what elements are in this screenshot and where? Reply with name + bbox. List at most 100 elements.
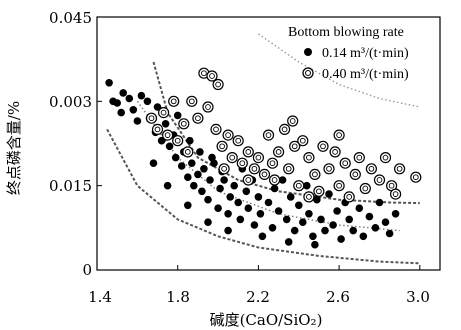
point-s0-87 [311,240,319,249]
point-s0-77 [371,224,380,232]
point-s1-52 [266,157,279,169]
point-s0-82 [204,218,212,226]
point-s0-83 [224,226,232,235]
point-s1-27 [283,163,295,175]
point-s1-13 [212,78,224,91]
point-s1-1 [151,123,164,135]
point-s0-70 [337,235,345,243]
point-s1-17 [232,135,244,147]
plot-frame [96,16,441,271]
legend-marker-open-inner [305,70,311,76]
point-s1-5 [172,135,184,147]
point-s0-30 [206,176,214,184]
point-s0-33 [214,204,222,212]
y-tick-label-2: 0.003 [49,93,92,111]
point-s1-39 [343,191,355,203]
point-s0-45 [244,204,253,212]
point-s1-6 [178,118,190,130]
point-s1-16 [226,152,238,164]
y-tick-label-3: 0.045 [49,9,92,27]
point-s0-24 [190,181,198,190]
point-s1-37 [333,180,345,192]
point-s1-31 [303,152,315,164]
x-axis-ticks [96,265,421,270]
legend-marker-open [302,67,314,79]
point-s1-21 [252,152,264,164]
point-s1-29 [293,180,305,192]
point-s0-8 [137,91,146,100]
point-s1-44 [373,174,386,186]
point-s1-26 [279,123,291,135]
point-s1-10 [202,101,214,113]
y-tick-label-0: 0 [82,261,92,279]
point-s0-53 [270,184,279,193]
point-s0-52 [268,224,277,232]
point-s0-75 [359,232,368,241]
point-s1-8 [192,112,204,124]
legend-marker-filled [304,48,312,56]
point-s1-53 [303,191,315,203]
point-s0-3 [117,108,125,117]
point-s0-61 [303,181,311,190]
point-s1-51 [218,163,230,175]
point-s0-74 [355,204,364,212]
point-s0-25 [194,170,202,179]
point-s0-27 [198,187,206,196]
point-s1-18 [236,157,248,169]
point-s0-44 [242,187,251,196]
point-s0-88 [163,181,172,190]
point-s0-4 [119,89,127,97]
point-s0-2 [113,99,121,107]
point-s1-7 [186,95,198,107]
point-s1-38 [339,157,351,169]
point-s1-49 [390,188,402,200]
point-s0-72 [345,215,354,224]
point-s0-28 [200,165,208,173]
point-s0-49 [256,210,265,218]
point-s0-76 [365,212,374,221]
point-s0-22 [186,136,194,145]
point-s1-50 [242,174,254,186]
legend: Bottom blowing rate 0.14 m³/(t·min) 0.40… [288,25,409,82]
point-s1-22 [258,168,271,180]
point-s0-0 [105,79,113,87]
point-s1-14 [216,140,228,152]
point-s0-84 [184,201,192,210]
point-s0-51 [264,198,273,207]
point-s1-54 [182,146,194,158]
point-s0-48 [254,193,263,201]
y-axis-title: 终点磷含量/% [5,101,23,195]
point-s0-14 [161,120,170,128]
point-s0-69 [333,207,341,215]
point-s1-47 [394,163,406,175]
point-s0-37 [224,210,232,218]
point-s1-34 [317,140,329,152]
point-s0-79 [381,218,390,226]
point-s0-73 [349,226,358,235]
point-s0-64 [313,195,321,204]
point-s1-4 [168,95,180,107]
point-s0-67 [325,190,333,198]
point-s0-41 [234,198,242,207]
x-tick-label-4: 3.0 [406,288,430,306]
point-s1-15 [222,129,234,141]
legend-label-0: 0.14 m³/(t·min) [322,46,409,61]
point-s1-41 [353,152,365,164]
x-tick-label-1: 1.8 [166,288,190,306]
boundary-curves [106,33,420,265]
point-s0-17 [171,153,180,162]
point-s1-19 [242,146,254,158]
point-s1-30 [297,135,309,147]
boundary-curve-1 [152,61,420,205]
point-s0-85 [258,232,267,241]
point-s1-9 [198,67,210,79]
point-s0-89 [149,159,158,167]
point-s0-21 [184,173,192,181]
point-s1-40 [349,168,361,180]
point-s0-68 [329,221,337,229]
point-s0-66 [321,226,329,235]
point-s1-35 [323,163,335,175]
point-s1-11 [206,70,218,82]
point-s0-34 [216,184,224,193]
